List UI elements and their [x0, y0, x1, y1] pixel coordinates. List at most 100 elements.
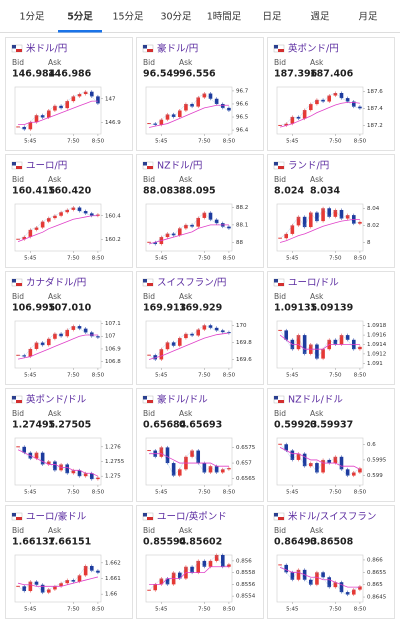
bid-value: 96.549: [143, 69, 180, 80]
pair-name[interactable]: 米ドル/円: [26, 43, 67, 55]
y-tick-label: 0.8655: [367, 570, 387, 576]
pair-name[interactable]: 豪ドル/円: [157, 43, 198, 55]
close-line: [17, 207, 98, 240]
ask-value: 1.09139: [310, 303, 353, 314]
moving-average: [17, 215, 98, 242]
candle: [308, 579, 313, 585]
candle: [220, 103, 225, 108]
ask-value: 96.556: [179, 69, 216, 80]
candle: [165, 233, 170, 238]
pair-name[interactable]: 英ポンド/円: [288, 43, 339, 55]
candle: [315, 344, 319, 359]
y-tick-label: 96.7: [236, 88, 249, 94]
flag-part: [278, 49, 284, 52]
x-tick-label: 8:50: [354, 256, 367, 262]
pair-name[interactable]: ユーロ/ドル: [288, 278, 339, 289]
pair-name[interactable]: 英ポンド/ドル: [26, 394, 87, 406]
candle: [53, 333, 57, 339]
candle: [171, 233, 176, 236]
candle: [208, 93, 213, 99]
x-tick-label: 7:50: [329, 139, 342, 145]
candle: [83, 565, 88, 576]
pair-name[interactable]: ユーロ/英ポンド: [157, 511, 227, 523]
bid-label: Bid: [143, 292, 155, 301]
candle: [28, 229, 33, 237]
x-tick-label: 8:50: [223, 607, 236, 613]
flag-part: [143, 45, 147, 49]
moving-average: [148, 332, 229, 360]
candle: [22, 355, 27, 357]
candle: [83, 473, 88, 477]
bid-label: Bid: [12, 409, 24, 418]
candle: [190, 224, 194, 227]
close-line: [17, 565, 98, 593]
candle: [333, 456, 338, 464]
pair-name[interactable]: カナダドル/円: [26, 277, 86, 289]
candle: [208, 560, 213, 567]
candle: [315, 463, 319, 473]
candle: [34, 342, 39, 349]
ask-label: Ask: [310, 292, 324, 301]
candle: [196, 560, 201, 573]
candle: [177, 572, 182, 579]
close-line: [279, 330, 361, 360]
candle: [196, 450, 201, 464]
candle: [278, 564, 282, 566]
bid-value: 0.59923: [274, 420, 317, 431]
flag-part: [147, 166, 153, 169]
flag-part: [274, 396, 278, 400]
ask-label: Ask: [48, 409, 62, 418]
y-tick-label: 106.9: [105, 346, 121, 352]
bid-label: Bid: [274, 175, 286, 184]
pair-name[interactable]: 米ドル/スイスフラン: [288, 511, 376, 523]
moving-average: [17, 449, 99, 477]
pair-name[interactable]: ユーロ/豪ドル: [26, 511, 87, 523]
candle: [34, 227, 39, 230]
pair-name[interactable]: 豪ドル/ドル: [157, 394, 208, 406]
candle: [159, 578, 164, 585]
ask-value: 8.034: [310, 186, 340, 197]
tab[interactable]: 5分足: [67, 11, 93, 23]
candle: [59, 333, 63, 337]
ask-value: 88.095: [179, 186, 216, 197]
pair-name[interactable]: スイスフラン/円: [157, 278, 226, 289]
pair-name[interactable]: ユーロ/円: [26, 161, 67, 172]
moving-average: [17, 576, 99, 587]
ask-value: 0.59937: [310, 420, 353, 431]
candle: [351, 589, 356, 595]
pair-name[interactable]: ランド/円: [288, 161, 329, 172]
tab[interactable]: 15分足: [112, 12, 144, 23]
candle: [202, 463, 207, 473]
bid-label: Bid: [274, 409, 286, 418]
y-tick-label: 187.2: [367, 123, 383, 129]
candle: [208, 325, 213, 328]
candle: [227, 564, 231, 567]
candle: [214, 555, 219, 561]
y-tick-label: 0.657: [236, 461, 252, 467]
candle: [53, 586, 57, 590]
pair-name[interactable]: NZドル/円: [157, 161, 202, 172]
moving-average: [149, 453, 229, 467]
candle: [220, 555, 225, 567]
pair-name[interactable]: NZドル/ドル: [288, 395, 343, 406]
candle: [65, 329, 70, 337]
tab[interactable]: 週足: [310, 11, 330, 23]
y-tick-label: 0.5995: [367, 457, 387, 463]
tab[interactable]: 1分足: [19, 12, 45, 23]
tab[interactable]: 月足: [358, 12, 378, 23]
tab[interactable]: 1時間足: [207, 12, 242, 23]
close-line: [149, 212, 229, 245]
tab[interactable]: 日足: [262, 12, 282, 23]
flag-part: [16, 49, 22, 52]
candle: [345, 335, 350, 340]
y-tick-label: 0.6: [367, 442, 376, 448]
y-tick-label: 96.5: [236, 115, 249, 121]
bid-value: 106.995: [12, 303, 55, 314]
flag-part: [274, 279, 278, 283]
candle: [190, 103, 194, 107]
tab[interactable]: 30分足: [160, 12, 192, 23]
candle: [290, 225, 295, 234]
flag-part: [12, 45, 16, 49]
ask-label: Ask: [48, 58, 62, 67]
bid-value: 1.66137: [12, 537, 55, 548]
